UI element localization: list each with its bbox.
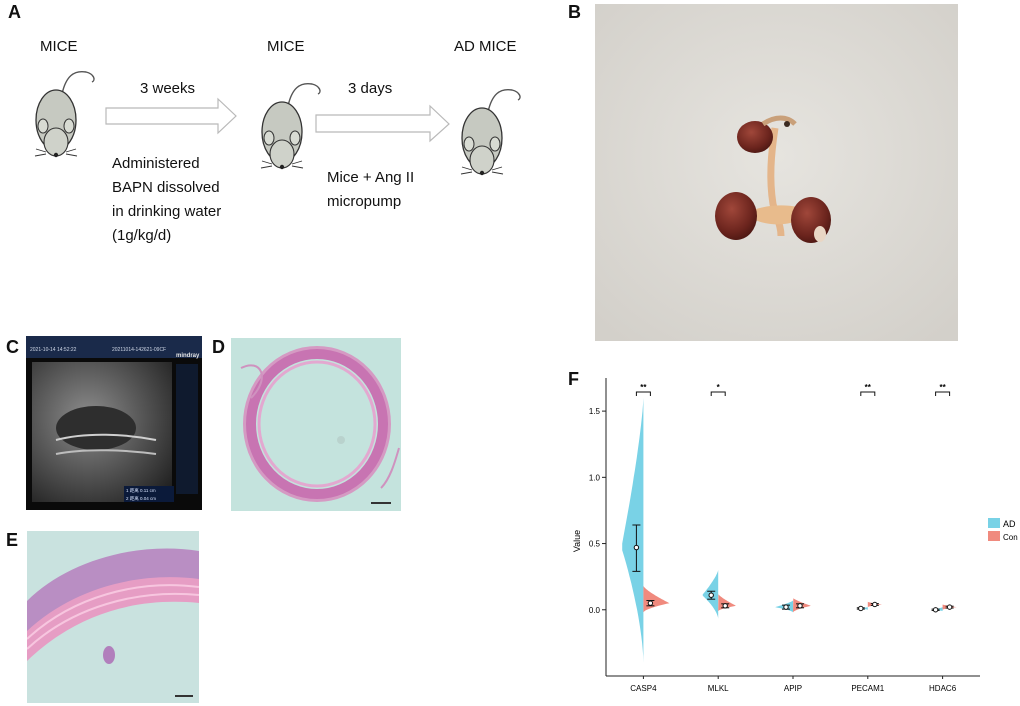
mean-point-ad — [708, 592, 714, 598]
significance-bracket — [935, 391, 951, 396]
step-1-line: Administered — [112, 155, 200, 172]
y-tick-label: 0.5 — [589, 540, 601, 549]
panel-label-e: E — [6, 530, 19, 550]
significance-bracket — [860, 391, 876, 396]
mean-point-con — [797, 603, 803, 609]
ultrasound-timestamp: 2021-10-14 14:52:22 — [30, 347, 77, 353]
mean-point-ad — [633, 544, 640, 551]
y-tick-label: 0.0 — [589, 606, 601, 615]
step-1-line: in drinking water — [112, 203, 222, 220]
histology-cross-section-image — [231, 338, 401, 511]
ultrasound-measurement-2: 2 距离 0.04 cm — [126, 496, 157, 501]
violin-chart: 0.0 0.5 1.0 1.5 CASP4 ** MLKL * APIP PECAM1 ** HDAC… — [572, 378, 1018, 693]
ultrasound-image: 2021-10-14 14:52:22 20211014-142621-09CF… — [26, 336, 202, 510]
significance-label: ** — [640, 383, 647, 392]
ultrasound-measurement-1: 1 距离 0.11 cm — [126, 488, 156, 493]
ultrasound-header-bar — [26, 336, 202, 358]
x-tick-label: HDAC6 — [929, 684, 957, 693]
histology-wall-image — [27, 531, 199, 703]
mouse-icon — [34, 70, 95, 158]
step-2-line: micropump — [327, 193, 402, 210]
significance-label: ** — [865, 383, 872, 392]
step-1-line: (1g/kg/d) — [112, 227, 172, 244]
x-tick-label: PECAM1 — [851, 684, 884, 693]
mean-point-ad — [932, 607, 939, 613]
violin-con-mlkl — [718, 594, 736, 612]
significance-bracket — [710, 391, 726, 396]
step-2-line: Mice + Ang II — [327, 169, 415, 186]
step-1-description: Administered BAPN dissolved in drinking … — [112, 152, 221, 248]
specimen-photo — [595, 4, 958, 341]
mean-point-con — [722, 603, 728, 609]
mean-point-con — [647, 600, 654, 606]
ultrasound-file-id: 20211014-142621-09CF — [112, 347, 167, 353]
significance-label: ** — [939, 383, 946, 392]
panel-label-d: D — [212, 337, 225, 357]
mean-point-ad — [783, 604, 789, 610]
panel-label-b: B — [568, 2, 581, 22]
arrow-1-label: 3 weeks — [140, 80, 196, 97]
stage-3-label: AD MICE — [454, 38, 517, 55]
panel-label-f: F — [568, 369, 579, 389]
panel-label-c: C — [6, 337, 19, 357]
mouse-icon — [260, 82, 321, 170]
flow-arrow-1 — [105, 97, 237, 135]
y-tick-label: 1.0 — [589, 473, 601, 482]
step-1-line: BAPN dissolved — [112, 179, 220, 196]
mouse-icon — [460, 88, 521, 176]
legend-swatch-con — [988, 531, 1000, 541]
violin-con-casp4 — [643, 585, 670, 613]
legend-label-con: Con — [1003, 533, 1018, 542]
flow-arrow-2 — [315, 104, 450, 143]
mean-point-con — [872, 601, 878, 608]
step-2-description: Mice + Ang II micropump — [327, 166, 414, 214]
stage-2-label: MICE — [267, 38, 305, 55]
significance-bracket — [635, 391, 651, 396]
x-tick-label: MLKL — [708, 684, 729, 693]
y-tick-label: 1.5 — [589, 407, 601, 416]
arrow-2-label: 3 days — [348, 80, 393, 97]
stage-1-label: MICE — [40, 38, 78, 55]
ultrasound-brand: mindray — [176, 353, 200, 359]
significance-label: * — [717, 383, 721, 392]
x-tick-label: CASP4 — [630, 684, 657, 693]
legend-swatch-ad — [988, 518, 1000, 528]
mean-point-con — [946, 604, 953, 610]
y-axis-label: Value — [572, 530, 582, 552]
x-tick-label: APIP — [784, 684, 802, 693]
ultrasound-scan — [32, 362, 198, 502]
panel-label-a: A — [8, 2, 21, 22]
mean-point-ad — [858, 605, 864, 612]
violin-ad-casp4 — [622, 397, 644, 663]
legend-label-ad: AD — [1003, 519, 1016, 529]
